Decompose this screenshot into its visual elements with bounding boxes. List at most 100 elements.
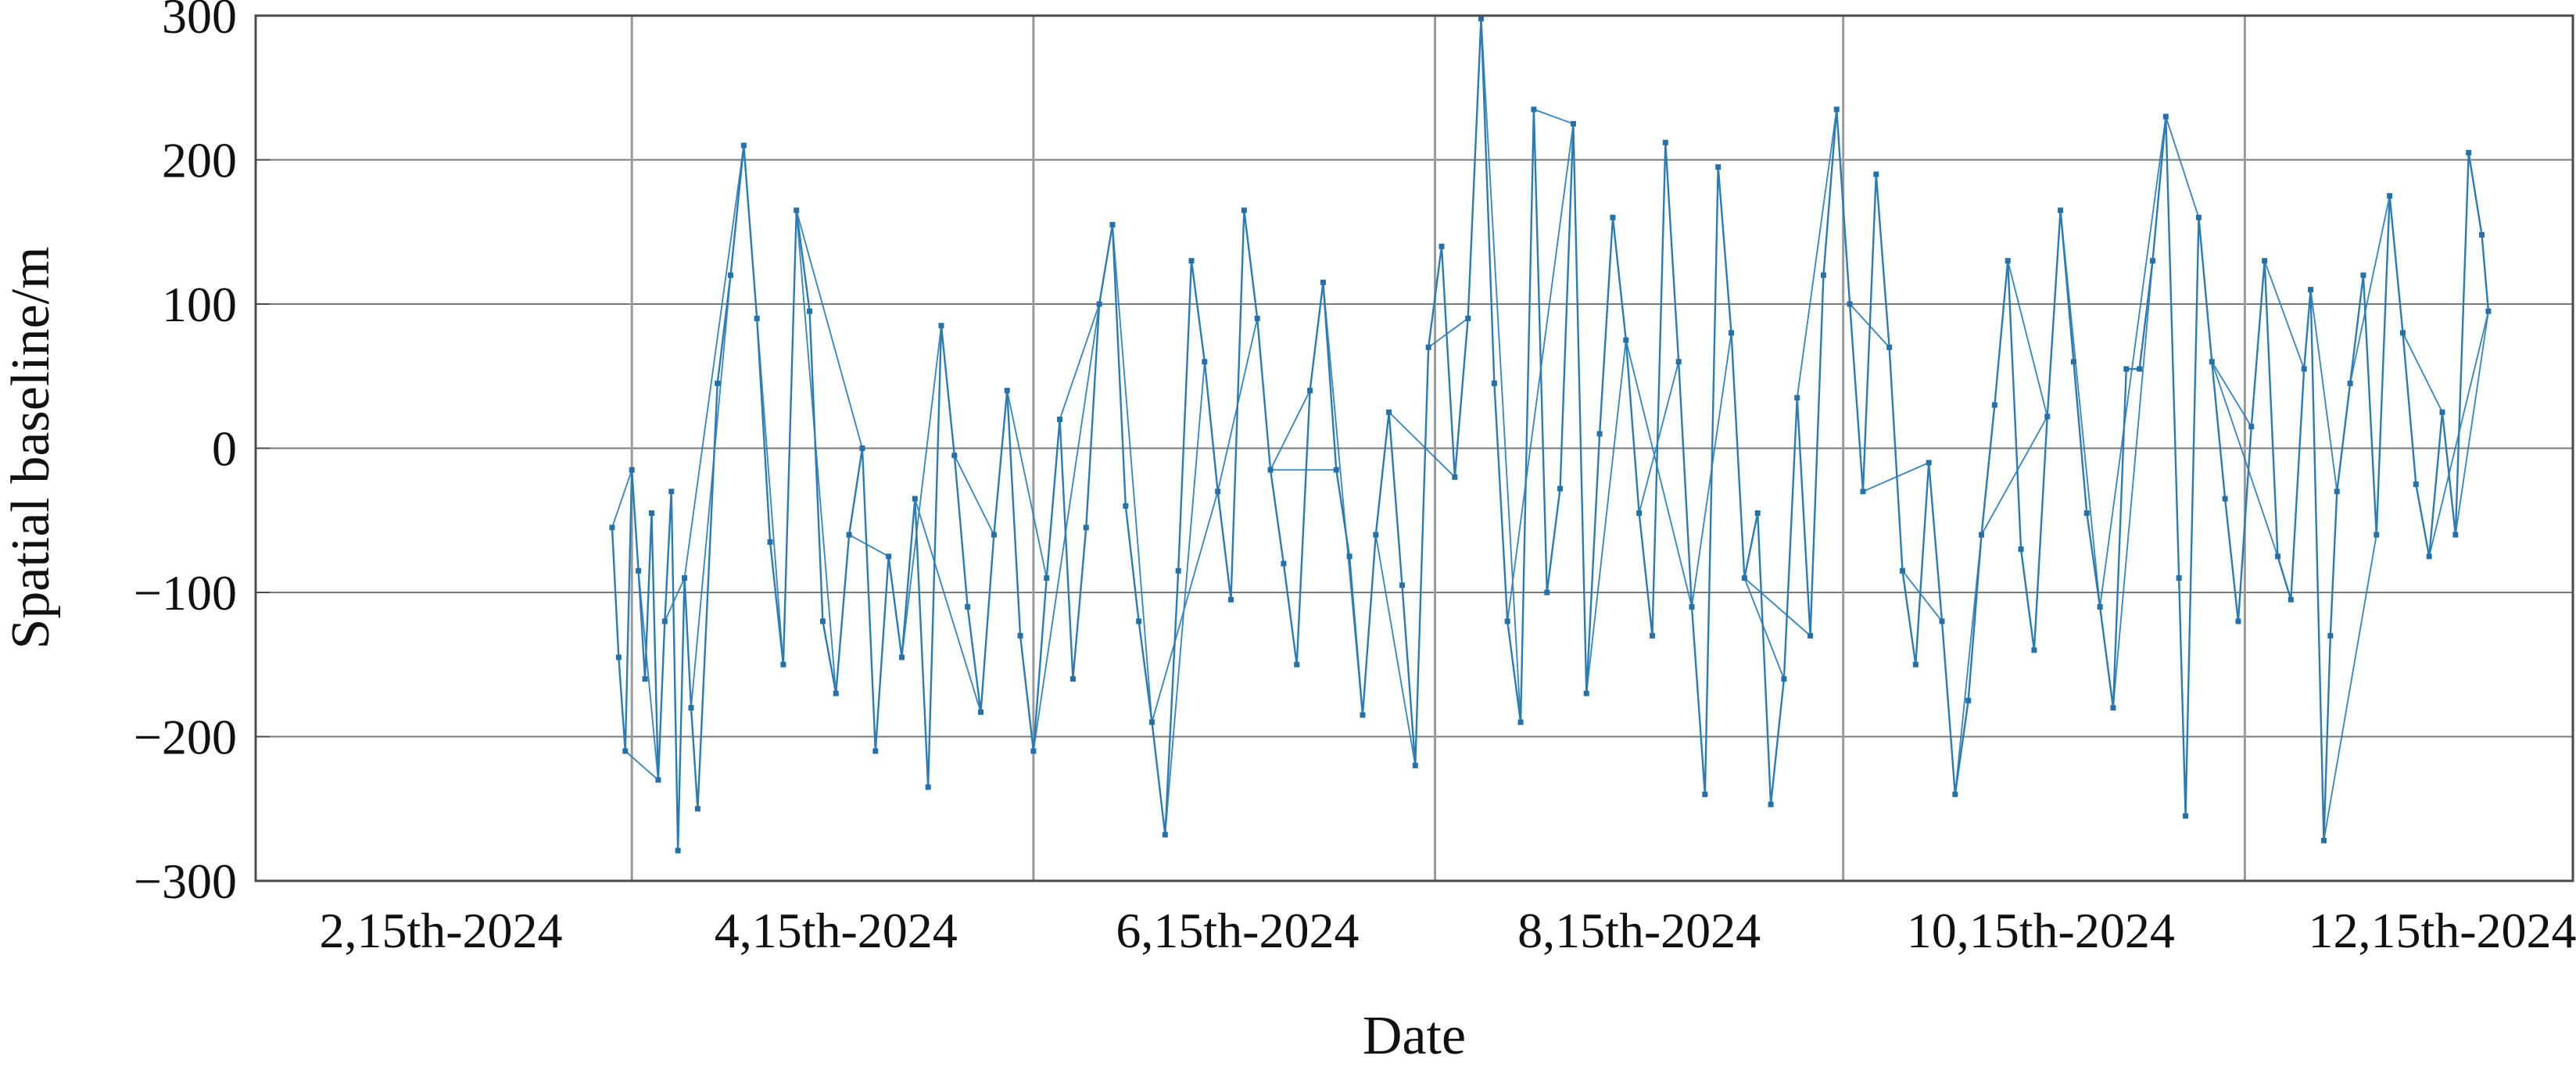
data-point-marker: [2005, 258, 2011, 264]
data-point-marker: [767, 539, 773, 545]
pair-chord: [1796, 109, 1838, 399]
data-point-marker: [1241, 207, 1247, 213]
pair-chord: [625, 750, 659, 781]
data-point-marker: [2176, 575, 2182, 582]
data-point-marker: [1570, 120, 1576, 127]
data-point-marker: [2288, 596, 2294, 603]
data-point-marker: [655, 777, 661, 783]
data-point-marker: [872, 748, 879, 754]
data-point-marker: [615, 654, 622, 660]
data-point-marker: [925, 784, 931, 790]
pair-chord: [1480, 18, 1522, 723]
data-point-marker: [661, 618, 668, 624]
data-point-marker: [609, 524, 615, 531]
data-point-marker: [2070, 359, 2076, 365]
data-point-marker: [807, 308, 813, 314]
data-point-marker: [2374, 531, 2380, 538]
pair-chord: [1032, 303, 1101, 752]
data-point-marker: [1926, 460, 1932, 466]
pair-chord: [1059, 303, 1101, 420]
data-point-marker: [629, 467, 635, 473]
pair-chord: [1862, 462, 1929, 492]
pair-chord: [1270, 390, 1311, 471]
data-point-marker: [2209, 359, 2215, 365]
pair-chord: [2309, 289, 2338, 492]
data-point-marker: [2485, 308, 2492, 314]
data-point-marker: [1636, 510, 1643, 517]
data-point-marker: [2162, 113, 2169, 120]
data-point-marker: [2360, 272, 2366, 278]
x-tick-label: 2,15th-2024: [319, 903, 562, 958]
pair-chord: [2349, 195, 2391, 384]
data-point-marker: [1873, 171, 1879, 177]
data-point-marker: [1754, 510, 1761, 517]
data-point-marker: [2452, 531, 2459, 538]
pair-chord: [2099, 116, 2167, 607]
data-point-marker: [1188, 258, 1195, 264]
data-point-marker: [1069, 676, 1076, 682]
pair-chord: [914, 498, 982, 713]
pair-chord: [795, 209, 863, 449]
pair-chord: [1691, 332, 1732, 607]
data-point-marker: [1175, 567, 1181, 574]
data-point-marker: [978, 709, 984, 715]
x-tick-label: 8,15th-2024: [1517, 903, 1761, 958]
data-point-marker: [2183, 813, 2189, 819]
pair-chord: [2263, 260, 2306, 370]
data-point-marker: [1465, 315, 1471, 321]
pair-chords: [611, 18, 2489, 841]
pair-chord: [2165, 116, 2200, 218]
data-point-marker: [1136, 618, 1142, 624]
pair-chord: [1006, 390, 1048, 578]
data-point-marker: [1649, 632, 1655, 639]
data-point-marker: [2222, 496, 2228, 502]
data-point-marker: [2426, 553, 2432, 560]
pair-chord: [1743, 578, 1785, 680]
pair-chord: [743, 145, 784, 665]
data-point-marker: [1715, 164, 1722, 170]
data-point-marker: [2262, 258, 2268, 264]
data-point-marker: [912, 496, 918, 502]
data-point-marker: [1123, 503, 1129, 509]
data-point-marker: [1057, 417, 1063, 423]
x-tick-label: 10,15th-2024: [1907, 903, 2175, 958]
data-point-marker: [1491, 380, 1497, 386]
data-point-marker: [833, 690, 839, 696]
data-point-marker: [1386, 409, 1392, 415]
data-point-marker: [642, 676, 648, 682]
data-point-marker: [636, 567, 642, 574]
data-point-marker: [1939, 618, 1945, 624]
y-tick-label: 100: [162, 277, 237, 332]
data-point-marker: [1254, 315, 1260, 321]
pair-chord: [1901, 570, 1943, 622]
data-point-marker: [1531, 106, 1537, 113]
data-point-marker: [682, 575, 688, 582]
pair-chord: [2211, 361, 2252, 428]
pair-chord: [2211, 361, 2279, 557]
pair-chord: [1743, 577, 1811, 637]
data-point-marker: [1807, 632, 1814, 639]
data-point-marker: [898, 654, 905, 660]
pair-chord: [1585, 340, 1627, 694]
data-point-marker: [2097, 603, 2103, 610]
data-point-marker: [846, 531, 852, 538]
data-point-marker: [1794, 395, 1800, 401]
data-point-marker: [1215, 488, 1221, 495]
data-point-marker: [1017, 632, 1023, 639]
baseline-series: [609, 16, 2492, 853]
data-point-marker: [728, 272, 734, 278]
data-point-marker: [951, 453, 958, 459]
pair-chord: [1216, 318, 1259, 492]
pair-chord: [1151, 491, 1219, 723]
pair-chord: [2059, 209, 2101, 607]
data-point-marker: [1004, 388, 1010, 394]
data-point-marker: [1517, 719, 1524, 725]
data-point-marker: [1438, 243, 1445, 249]
data-point-marker: [938, 323, 944, 329]
data-point-marker: [1109, 222, 1116, 228]
pair-chord: [2323, 535, 2377, 841]
pair-chord: [1980, 416, 2048, 535]
data-point-marker: [688, 705, 694, 711]
data-point-marker: [1689, 603, 1695, 610]
